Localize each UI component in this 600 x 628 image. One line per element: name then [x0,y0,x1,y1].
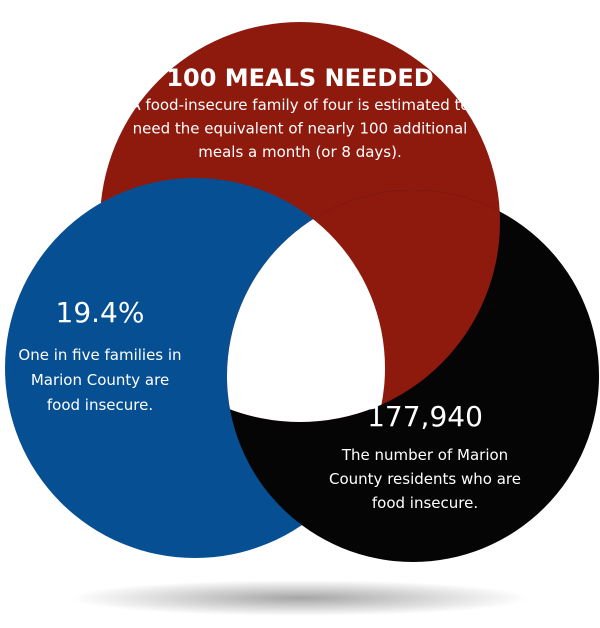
description-line: One in five families in [18,346,181,364]
center-white [227,190,385,422]
description-line: Marion County are [31,371,169,389]
description-line: food insecure. [47,396,153,414]
description-line: The number of Marion [341,446,508,464]
texts: 100 MEALS NEEDED A food-insecure family o… [18,64,521,512]
description-line: food insecure. [372,494,478,512]
shadow [70,580,530,616]
headline: 177,940 [367,400,483,433]
description-line: meals a month (or 8 days). [198,143,402,161]
description-line: A food-insecure family of four is estima… [130,96,469,114]
headline: 19.4% [56,296,145,329]
description-line: County residents who are [329,470,521,488]
description-line: need the equivalent of nearly 100 additi… [133,120,468,138]
headline: 100 MEALS NEEDED [166,64,433,92]
